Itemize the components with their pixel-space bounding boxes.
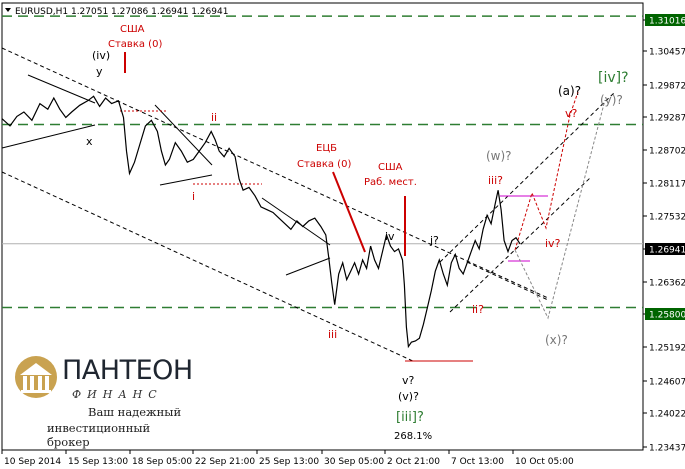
y-tick-label: 1.23437 — [649, 444, 685, 454]
logo-tagline-2: инвестиционный брокер — [47, 421, 151, 449]
annotation-0: США — [120, 24, 145, 35]
y-tick-label: 1.28117 — [649, 180, 685, 190]
annotation-9: США — [378, 162, 403, 173]
price-series — [1, 95, 521, 349]
pantheon-logo: ПАНТЕОН ФИНАНС Ваш надежный инвестиционн… — [12, 355, 193, 449]
wedge-1b — [27, 74, 96, 104]
annotation-14: (v)? — [398, 390, 419, 403]
x-tick-label: 2 Oct 21:00 — [387, 457, 440, 467]
x-tick-label: 7 Oct 13:00 — [451, 457, 504, 467]
annotation-10: Раб. мест. — [364, 177, 417, 188]
annotation-6: i — [192, 190, 195, 203]
channel-rising-upper — [439, 91, 616, 263]
logo-word: ПАНТЕОН — [62, 355, 193, 386]
symbol-info: EURUSD,H1 1.27051 1.27086 1.26941 1.2694… — [15, 7, 228, 17]
annotation-18: ii? — [472, 303, 484, 316]
wedge-1a — [1, 124, 96, 149]
y-tick-label: 1.25192 — [649, 344, 685, 354]
x-tick-label: 10 Oct 05:00 — [515, 457, 574, 467]
annotation-13: v? — [402, 374, 415, 387]
channel-lower — [1, 171, 416, 363]
symbol-dropdown-icon — [5, 8, 11, 12]
annotation-20: (w)? — [486, 149, 512, 163]
logo-temple-icon — [15, 356, 57, 398]
annotation-24: v? — [565, 107, 578, 120]
x-tick-label: 22 Sep 21:00 — [195, 457, 255, 467]
wedge-2b — [159, 174, 213, 186]
annotation-4: x — [86, 135, 93, 148]
y-tick-label: 1.30457 — [649, 48, 685, 58]
y-tick-label: 1.27532 — [649, 213, 685, 223]
annotation-26: (y)? — [600, 93, 623, 107]
annotation-11: iii — [328, 328, 337, 341]
annotation-1: Ставка (0) — [108, 39, 162, 50]
y-tick-label: 1.31016 — [649, 17, 685, 27]
wedge-2a — [154, 104, 213, 166]
channel-rising-lower — [449, 177, 591, 313]
x-tick-label: 18 Sep 05:00 — [132, 457, 192, 467]
projection-grey — [514, 99, 606, 320]
x-tick-label: 30 Sep 05:00 — [324, 457, 384, 467]
annotation-2: (iv) — [92, 49, 110, 62]
y-tick-label: 1.24022 — [649, 410, 685, 420]
annotation-8: Ставка (0) — [297, 159, 351, 170]
annotation-22: (x)? — [545, 333, 568, 347]
annotation-3: y — [96, 65, 103, 78]
annotation-17: j? — [429, 234, 439, 247]
y-tick-label: 1.26941 — [649, 246, 685, 256]
x-tick-label: 15 Sep 13:00 — [68, 457, 128, 467]
wedge-3b — [285, 257, 331, 276]
price-label-box — [645, 308, 685, 320]
annotation-7: ЕЦБ — [316, 143, 337, 154]
event-marker-2 — [332, 171, 366, 253]
logo-sub: ФИНАНС — [72, 388, 163, 401]
annotation-19: iii? — [488, 174, 503, 187]
y-tick-label: 1.25800 — [649, 311, 685, 321]
channel-upper — [1, 47, 549, 299]
projection-red — [514, 91, 579, 251]
x-tick-label: 10 Sep 2014 — [4, 457, 61, 467]
x-tick-label: 25 Sep 13:00 — [259, 457, 319, 467]
channel-projection — [466, 261, 549, 301]
price-label-box — [645, 14, 685, 26]
y-tick-label: 1.29872 — [649, 82, 685, 92]
annotation-12: iv — [385, 230, 395, 243]
price-label-box — [645, 243, 685, 255]
y-tick-label: 1.28702 — [649, 147, 685, 157]
y-tick-label: 1.24607 — [649, 378, 685, 388]
annotation-25: [iv]? — [598, 70, 629, 86]
annotation-21: iv? — [545, 237, 561, 250]
annotation-23: (a)? — [558, 84, 581, 98]
logo-tagline-1: Ваш надежный — [88, 405, 182, 419]
y-tick-label: 1.26362 — [649, 279, 685, 289]
annotation-16: 268.1% — [394, 431, 432, 442]
annotation-5: ii — [211, 111, 217, 124]
annotation-15: [iii]? — [396, 410, 424, 425]
y-tick-label: 1.29287 — [649, 114, 685, 124]
